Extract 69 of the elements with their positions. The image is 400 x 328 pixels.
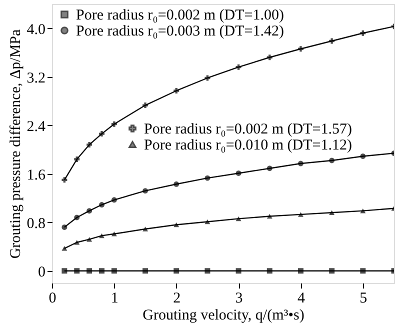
point (99, 268, 104, 274)
point (204, 219, 210, 224)
point (236, 64, 242, 70)
point (111, 197, 117, 203)
point (174, 88, 180, 94)
point (266, 166, 272, 172)
x-tick-label: 4 (297, 290, 306, 306)
point (329, 158, 335, 164)
x-axis-title: Grouting velocity, q/(m³•s) (142, 308, 304, 324)
x-tick-label: 3 (235, 290, 243, 306)
point (298, 212, 304, 217)
point (266, 54, 272, 60)
point (62, 246, 68, 251)
y-tick-label: 4.0 (26, 22, 46, 38)
point (174, 222, 180, 228)
point (86, 142, 92, 148)
point (360, 154, 366, 159)
x-tick-label: 1 (110, 290, 118, 306)
point (360, 30, 366, 36)
point (360, 268, 366, 274)
point (142, 226, 148, 232)
point (360, 208, 366, 214)
point (86, 236, 92, 242)
point (266, 268, 272, 274)
point (174, 181, 180, 187)
point (236, 216, 242, 222)
x-tick-label: 0 (48, 290, 56, 306)
y-tick-label: 3.2 (26, 70, 46, 86)
y-tick-label: 1.6 (26, 167, 46, 184)
point (111, 232, 117, 236)
y-tick-label: 2.4 (26, 118, 46, 135)
y-tick-label: 0 (38, 264, 46, 280)
point (74, 240, 80, 245)
point (298, 46, 304, 52)
point (99, 202, 104, 208)
point (62, 177, 68, 183)
point (236, 170, 242, 176)
y-tick-label: 0.8 (26, 216, 46, 232)
point (298, 160, 304, 166)
legend-label: Pore radius r₀=0.002 m (DT=1.00) (76, 8, 284, 24)
point (298, 268, 304, 274)
legend-label: Pore radius r₀=0.002 m (DT=1.57) (144, 122, 352, 138)
point (99, 131, 104, 137)
point (142, 188, 148, 194)
point (236, 268, 242, 274)
point (142, 102, 148, 108)
x-tick-label: 5 (360, 290, 368, 306)
x-tick-label: 2 (173, 290, 181, 306)
point (74, 268, 80, 274)
point (329, 210, 335, 216)
point (62, 224, 68, 230)
point (329, 38, 335, 44)
point (329, 268, 335, 274)
point (86, 208, 92, 214)
point (174, 268, 180, 274)
point (62, 268, 68, 274)
legend-label: Pore radius r₀=0.010 m (DT=1.12) (144, 138, 352, 154)
legend-label: Pore radius r₀=0.003 m (DT=1.42) (76, 24, 284, 40)
point (74, 214, 80, 220)
point (111, 121, 117, 127)
point (86, 268, 92, 274)
point (204, 268, 210, 274)
point (204, 175, 210, 181)
point (111, 268, 117, 274)
y-axis-title: Grouting pressure difference, Δp/MPa (8, 29, 24, 259)
point (266, 214, 272, 219)
point (142, 268, 148, 274)
point (99, 233, 104, 238)
point (74, 156, 80, 162)
